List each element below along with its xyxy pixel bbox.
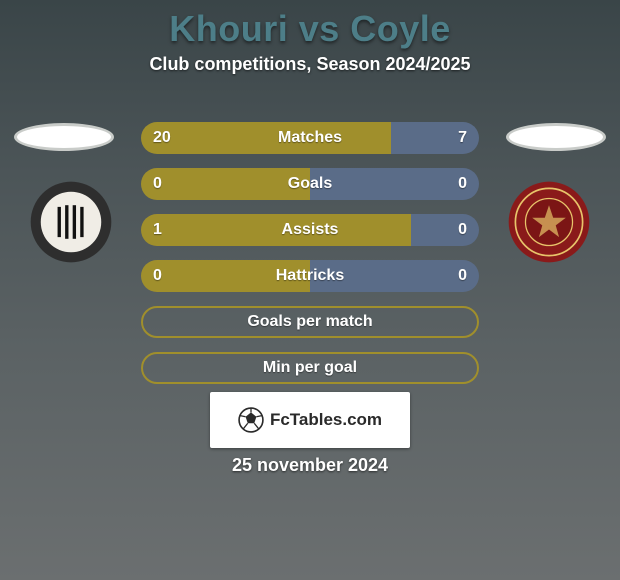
bar-value-right: 0 [446,214,479,246]
bar-outline [141,306,479,338]
page-subtitle: Club competitions, Season 2024/2025 [0,54,620,75]
bar-value-right: 0 [446,260,479,292]
bar-outline [141,352,479,384]
soccer-ball-icon [238,407,264,433]
page-title: Khouri vs Coyle [0,8,620,50]
stat-bar-assists: 10Assists [141,214,479,246]
club-crest-right [507,180,591,264]
bar-value-left: 20 [141,122,183,154]
stat-bar-goals-per-match: Goals per match [141,306,479,338]
bar-segment-left [141,214,411,246]
player-ellipse-left [14,123,114,151]
bar-value-right: 7 [446,122,479,154]
stat-bar-min-per-goal: Min per goal [141,352,479,384]
bar-value-left: 1 [141,214,174,246]
bar-value-left: 0 [141,168,174,200]
brand-text: FcTables.com [270,410,382,430]
club-crest-left [29,180,113,264]
bar-value-left: 0 [141,260,174,292]
stat-bar-goals: 00Goals [141,168,479,200]
stat-bars: 207Matches00Goals10Assists00HattricksGoa… [141,122,479,398]
stat-bar-matches: 207Matches [141,122,479,154]
stat-bar-hattricks: 00Hattricks [141,260,479,292]
content: Khouri vs Coyle Club competitions, Seaso… [0,0,620,580]
brand-badge: FcTables.com [210,392,410,448]
date-label: 25 november 2024 [0,455,620,476]
bar-value-right: 0 [446,168,479,200]
player-ellipse-right [506,123,606,151]
